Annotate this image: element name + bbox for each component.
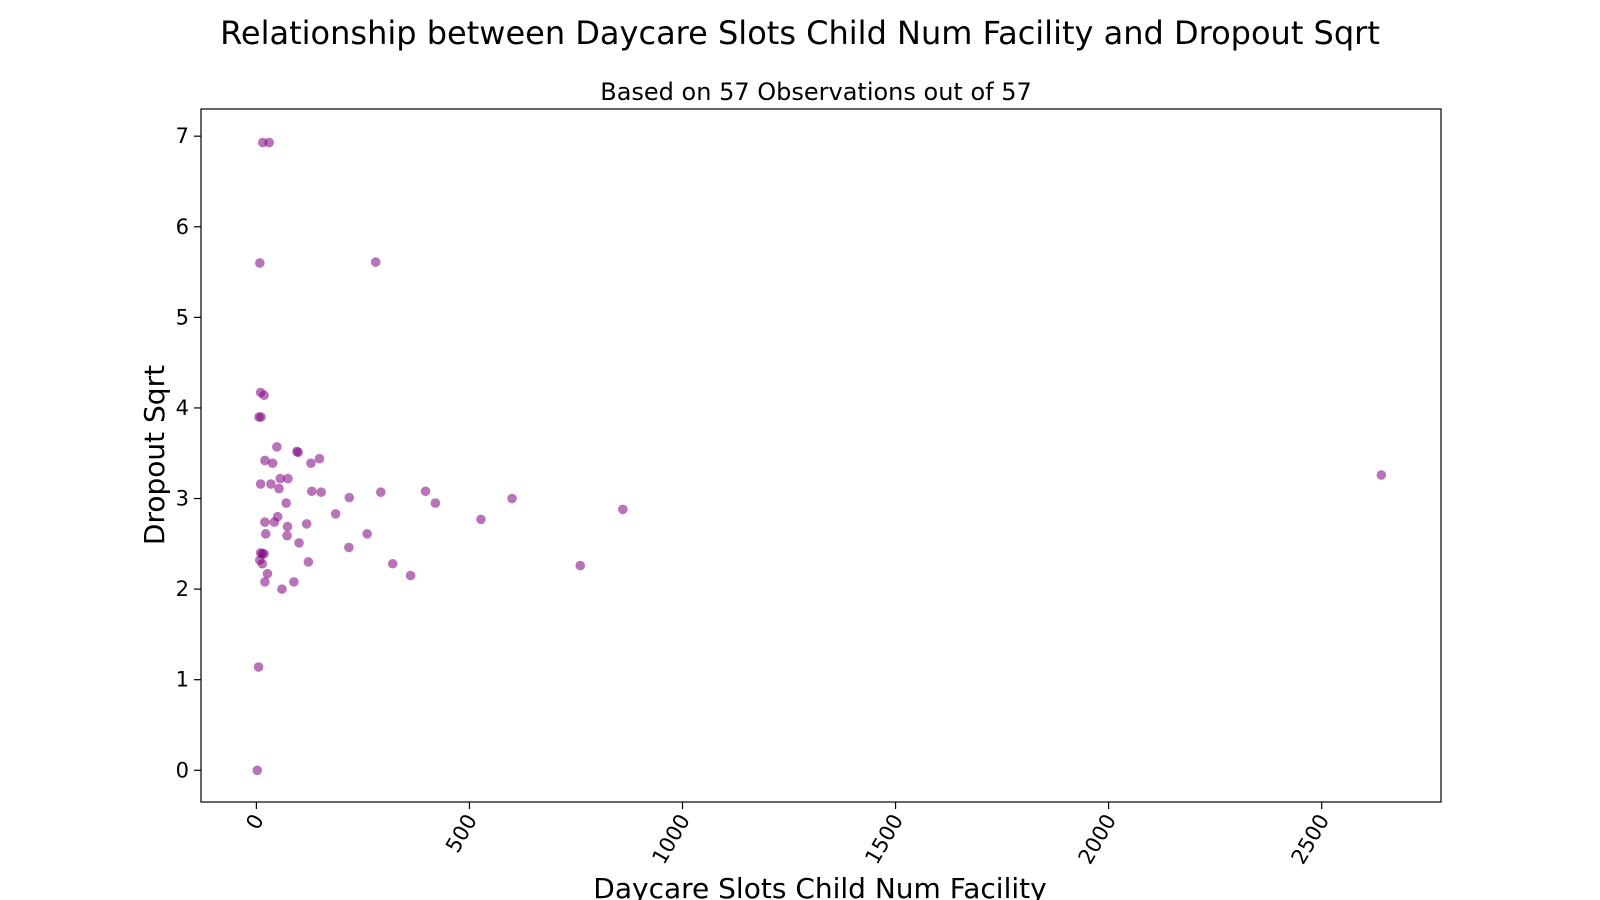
data-point xyxy=(260,517,270,527)
data-point xyxy=(344,542,354,553)
data-point xyxy=(255,479,266,489)
data-point xyxy=(281,498,292,508)
data-point xyxy=(257,558,268,569)
data-point xyxy=(330,509,341,519)
x-axis-label: Daycare Slots Child Num Facility xyxy=(593,872,1046,900)
x-tick-label: 2000 xyxy=(1074,810,1122,868)
data-point xyxy=(1376,470,1387,480)
data-point xyxy=(256,412,266,422)
data-point xyxy=(260,455,270,466)
data-point xyxy=(253,662,264,672)
data-point xyxy=(282,530,292,541)
data-points xyxy=(252,137,1387,776)
chart-title: Relationship between Daycare Slots Child… xyxy=(220,14,1380,52)
data-point xyxy=(255,258,265,268)
y-tick-label: 0 xyxy=(176,758,189,782)
data-point xyxy=(420,486,431,497)
data-point xyxy=(262,568,273,579)
data-point xyxy=(275,473,286,484)
data-point xyxy=(507,493,517,504)
y-tick-label: 6 xyxy=(176,215,189,239)
data-point xyxy=(294,538,304,548)
data-point xyxy=(306,458,316,469)
data-point xyxy=(269,517,280,527)
data-point xyxy=(376,487,386,497)
data-point xyxy=(293,447,303,458)
data-point xyxy=(283,473,293,484)
data-point xyxy=(277,584,287,594)
data-point xyxy=(303,557,314,567)
data-point xyxy=(259,390,269,401)
y-tick-label: 1 xyxy=(176,668,189,692)
data-point xyxy=(306,486,317,497)
data-point xyxy=(476,514,486,525)
y-tick-label: 3 xyxy=(176,487,189,511)
data-point xyxy=(314,453,325,464)
chart-subtitle: Based on 57 Observations out of 57 xyxy=(600,78,1032,106)
y-tick-label: 2 xyxy=(176,577,189,601)
data-point xyxy=(289,577,299,587)
x-tick-label: 1000 xyxy=(647,810,695,868)
x-tick-label: 0 xyxy=(241,810,268,834)
data-point xyxy=(344,492,355,503)
plot-area-frame xyxy=(200,108,1442,803)
data-point xyxy=(252,765,263,776)
y-axis-label: Dropout Sqrt xyxy=(138,365,171,545)
x-tick-label: 1500 xyxy=(860,810,908,868)
y-axis: 0 1 2 3 4 5 6 7 xyxy=(176,124,201,782)
data-point xyxy=(274,483,284,494)
y-tick-label: 7 xyxy=(176,124,189,148)
data-point xyxy=(272,442,282,452)
data-point xyxy=(575,560,586,571)
y-tick-label: 4 xyxy=(176,396,189,420)
y-tick-label: 5 xyxy=(176,305,189,329)
data-point xyxy=(264,137,274,148)
data-point xyxy=(618,504,628,515)
data-point xyxy=(370,257,381,267)
data-point xyxy=(266,479,276,489)
data-point xyxy=(405,570,416,581)
data-point xyxy=(362,529,372,539)
data-point xyxy=(387,558,398,569)
x-tick-label: 2500 xyxy=(1287,810,1335,868)
data-point xyxy=(282,521,293,532)
x-axis: 0 500 1000 1500 2000 2500 xyxy=(241,802,1334,868)
data-point xyxy=(301,519,312,529)
data-point xyxy=(267,458,278,469)
data-point xyxy=(430,498,441,508)
data-point xyxy=(316,487,326,497)
x-tick-label: 500 xyxy=(441,810,482,857)
data-point xyxy=(260,577,270,587)
data-point xyxy=(260,529,271,539)
